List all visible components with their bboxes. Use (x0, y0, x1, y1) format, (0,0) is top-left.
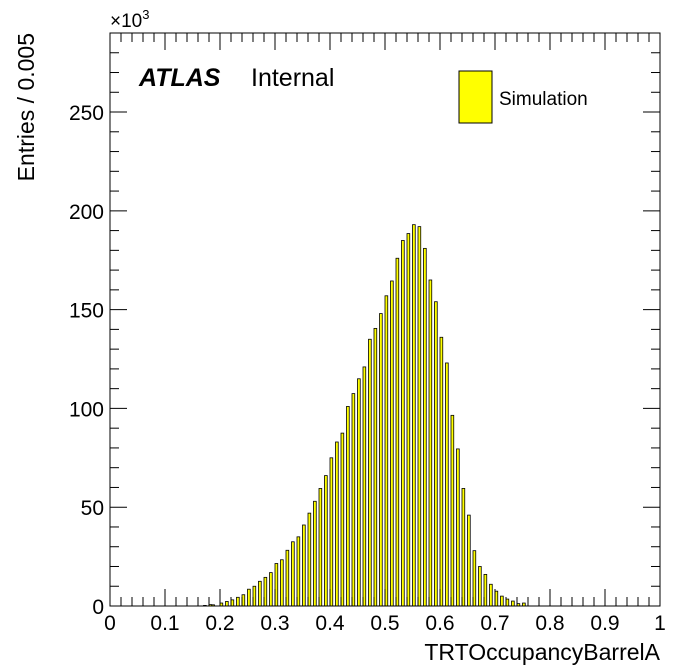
histogram-bar (280, 559, 284, 607)
histogram-bar (423, 247, 427, 607)
histogram-bar (324, 475, 328, 607)
x-tick-label: 0.1 (150, 612, 179, 635)
x-tick-label: 0 (104, 612, 116, 635)
x-tick-label: 0.2 (205, 612, 234, 635)
atlas-label: ATLAS (138, 64, 221, 92)
histogram-bar (450, 414, 455, 607)
histogram-bar (373, 327, 378, 607)
histogram-bar (401, 240, 405, 607)
histogram-bar (417, 226, 422, 607)
histogram-bar (368, 338, 372, 607)
histogram-bar (428, 279, 433, 607)
x-tick-label: 0.6 (425, 612, 454, 635)
histogram-bar (456, 448, 460, 607)
histogram-bar (406, 233, 411, 607)
histogram-bar (362, 366, 367, 607)
histogram-bar (395, 257, 400, 607)
y-multiplier-base: ×10 (110, 11, 142, 32)
y-axis-title: Entries / 0.005 (13, 33, 39, 181)
histogram-bar (489, 583, 493, 607)
histogram-bar (439, 336, 444, 607)
histogram-bar (269, 572, 273, 607)
histogram-bar (296, 536, 301, 607)
histogram-bar (390, 280, 394, 607)
histogram-bar (351, 393, 356, 607)
histogram-bar (379, 313, 383, 607)
x-tick-label: 1 (654, 612, 666, 635)
y-tick-label: 50 (81, 497, 104, 520)
histogram-bar (384, 295, 389, 607)
histogram-bar (461, 488, 466, 607)
x-tick-label: 0.4 (315, 612, 345, 635)
histogram-bar (302, 524, 306, 607)
histogram-bar (445, 362, 449, 607)
histogram-bar (335, 441, 339, 607)
legend: Simulation (458, 70, 588, 124)
legend-swatch-simulation (458, 70, 493, 124)
x-tick-label: 0.9 (590, 612, 619, 635)
plot-frame (109, 32, 661, 607)
histogram-bar (318, 488, 323, 607)
histogram-bar (225, 601, 229, 607)
y-tick-label: 150 (69, 300, 104, 323)
x-tick-label: 0.8 (535, 612, 564, 635)
histogram-bar (329, 457, 334, 607)
y-multiplier-exponent: 3 (142, 7, 149, 22)
histogram-bar (478, 566, 482, 607)
x-tick-label: 0.7 (480, 612, 509, 635)
axis-ticks (109, 32, 661, 607)
legend-label-simulation: Simulation (499, 89, 588, 110)
x-axis-title: TRTOccupancyBarrelA (424, 639, 660, 665)
histogram-bar (357, 378, 361, 607)
atlas-sublabel: Internal (251, 64, 334, 92)
y-tick-label: 200 (69, 201, 104, 224)
x-tick-labels: 0 0.1 0.2 0.3 0.4 0.5 0.6 0.7 0.8 0.9 1 (104, 612, 666, 635)
x-tick-label: 0.5 (370, 612, 399, 635)
histogram-bar (258, 580, 262, 607)
y-tick-labels: 0 50 100 150 200 250 (69, 102, 104, 619)
x-tick-label: 0.3 (260, 612, 289, 635)
histogram-bar (500, 595, 504, 607)
y-tick-label: 0 (92, 596, 104, 619)
histogram-bar (313, 500, 317, 607)
histogram-bar (434, 301, 438, 607)
histogram-bar (467, 514, 471, 607)
histogram-bar (236, 596, 240, 607)
histogram-bar (307, 512, 312, 607)
y-tick-label: 100 (69, 398, 104, 421)
histogram-bar (247, 588, 251, 607)
histogram-bar (340, 432, 345, 607)
histogram-bar (511, 600, 515, 607)
y-multiplier: ×103 (110, 7, 149, 32)
histogram-bar (291, 541, 295, 607)
histogram-bar (346, 406, 350, 607)
y-tick-label: 250 (69, 102, 104, 125)
histogram-bar (412, 224, 416, 607)
